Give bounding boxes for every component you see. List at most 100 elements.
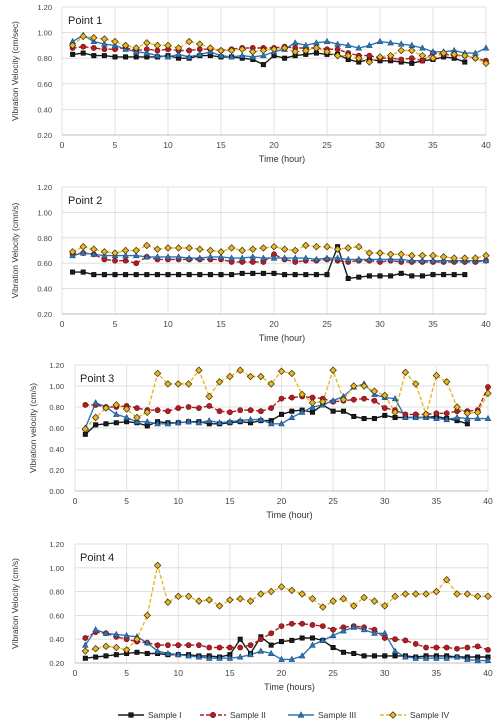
data-point xyxy=(101,46,108,53)
data-point xyxy=(288,413,296,421)
x-tick-label: 10 xyxy=(163,140,173,150)
data-point xyxy=(195,366,203,374)
chart-point-2: 0.20 0.40 0.60 0.80 1.00 1.20 0 5 10 15 20 25 30 35 40… xyxy=(10,183,491,343)
data-point xyxy=(280,245,289,253)
data-point xyxy=(402,413,409,421)
data-point xyxy=(392,414,398,420)
data-point xyxy=(238,45,246,53)
x-tick-label: 10 xyxy=(163,319,173,329)
data-point xyxy=(185,37,193,46)
data-point xyxy=(270,242,278,251)
data-point xyxy=(184,380,193,388)
data-point xyxy=(122,257,129,264)
data-point xyxy=(371,397,378,404)
data-point xyxy=(143,408,151,416)
data-point xyxy=(133,418,141,425)
data-point xyxy=(329,597,337,605)
data-point xyxy=(288,369,296,378)
data-point xyxy=(257,636,264,643)
data-point xyxy=(366,41,373,48)
data-point xyxy=(80,43,87,50)
data-point xyxy=(365,249,374,257)
data-point xyxy=(324,272,330,278)
data-point xyxy=(418,251,427,260)
data-point xyxy=(409,273,415,279)
data-point xyxy=(391,408,399,416)
data-point xyxy=(260,254,267,261)
data-point xyxy=(260,270,266,276)
data-point xyxy=(409,60,415,66)
legend-label: Sample I xyxy=(148,710,182,720)
data-point xyxy=(356,274,362,280)
data-point xyxy=(443,410,450,417)
data-point xyxy=(249,53,257,60)
data-point xyxy=(122,251,129,259)
x-tick-label: 20 xyxy=(277,496,287,506)
data-point xyxy=(144,423,150,429)
data-point xyxy=(216,654,223,661)
data-point xyxy=(313,272,319,278)
data-point xyxy=(309,409,315,415)
data-point xyxy=(365,58,374,66)
data-point xyxy=(91,645,100,653)
data-point xyxy=(482,59,490,68)
data-point xyxy=(371,653,377,659)
chart-point-4: 0.20 0.40 0.60 0.80 1.00 1.20 0 5 10 15 20 25 30 35 40… xyxy=(10,540,493,692)
data-point xyxy=(366,52,373,59)
data-point xyxy=(397,255,405,262)
data-point xyxy=(381,405,388,411)
data-point xyxy=(309,635,315,641)
data-point xyxy=(249,259,256,265)
data-point xyxy=(412,413,420,421)
y-axis-label: Vibration Velocity (cmn/s) xyxy=(10,202,20,298)
data-point xyxy=(154,272,160,278)
data-point xyxy=(154,407,161,414)
data-point xyxy=(226,596,234,604)
series-line-2 xyxy=(84,623,489,651)
data-point xyxy=(174,380,182,388)
series-line-3 xyxy=(84,383,488,429)
series-line-2 xyxy=(72,45,487,62)
data-point xyxy=(429,257,437,264)
data-point xyxy=(484,656,492,664)
data-point xyxy=(103,653,109,659)
data-point xyxy=(371,629,378,636)
data-point xyxy=(462,272,468,278)
data-point xyxy=(174,651,182,658)
x-tick-label: 15 xyxy=(216,319,226,329)
x-tick-label: 40 xyxy=(483,668,493,678)
data-point xyxy=(482,257,490,264)
data-point xyxy=(123,413,130,421)
data-point xyxy=(113,420,119,426)
x-tick-label: 25 xyxy=(328,668,338,678)
y-tick-label: 0.60 xyxy=(37,80,52,89)
data-point xyxy=(439,253,448,261)
data-point xyxy=(174,419,182,426)
data-point xyxy=(401,368,410,377)
data-point xyxy=(453,413,461,421)
x-tick-label: 40 xyxy=(481,140,491,150)
data-point xyxy=(482,251,490,260)
series-line-2 xyxy=(72,252,487,264)
x-axis-label: Time (hour) xyxy=(266,510,312,520)
x-axis-label: Time (hours) xyxy=(264,682,315,692)
data-point xyxy=(473,408,482,416)
x-tick-label: 35 xyxy=(428,319,438,329)
data-point xyxy=(464,414,471,422)
data-point xyxy=(185,53,193,60)
data-point xyxy=(419,44,426,51)
data-point xyxy=(206,246,215,255)
data-point xyxy=(90,245,98,253)
x-tick-label: 30 xyxy=(375,140,385,150)
data-point xyxy=(433,414,440,422)
legend-marker xyxy=(128,712,134,718)
data-point xyxy=(289,637,295,643)
series-line-3 xyxy=(72,34,487,58)
legend: Sample I Sample II Sample III Sample IV xyxy=(118,710,450,720)
data-point xyxy=(291,39,299,46)
data-point xyxy=(371,416,377,422)
data-point xyxy=(388,273,394,279)
data-point xyxy=(196,254,204,261)
data-point xyxy=(216,408,223,415)
data-point xyxy=(350,623,358,630)
